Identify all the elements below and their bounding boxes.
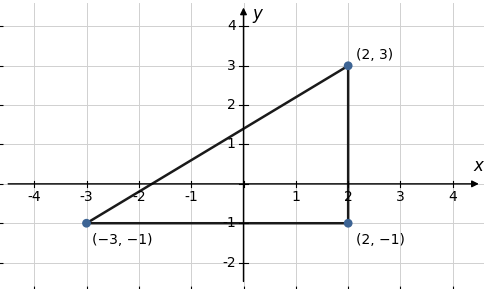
- Text: 2: 2: [227, 98, 236, 112]
- Text: -1: -1: [222, 216, 236, 230]
- Text: 1: 1: [291, 190, 300, 204]
- Text: -4: -4: [27, 190, 41, 204]
- Text: x: x: [473, 157, 483, 175]
- Text: y: y: [253, 5, 263, 23]
- Text: 4: 4: [227, 19, 236, 34]
- Text: -2: -2: [222, 255, 236, 270]
- Text: 3: 3: [396, 190, 405, 204]
- Text: 3: 3: [227, 59, 236, 73]
- Text: -1: -1: [184, 190, 198, 204]
- Text: 4: 4: [449, 190, 457, 204]
- Point: [344, 64, 352, 68]
- Point: [83, 221, 91, 225]
- Text: (2, 3): (2, 3): [356, 48, 393, 62]
- Text: (2, −1): (2, −1): [356, 233, 405, 247]
- Text: -2: -2: [132, 190, 146, 204]
- Text: (−3, −1): (−3, −1): [92, 233, 152, 247]
- Text: 2: 2: [344, 190, 353, 204]
- Point: [344, 221, 352, 225]
- Text: -3: -3: [80, 190, 94, 204]
- Text: 1: 1: [227, 138, 236, 151]
